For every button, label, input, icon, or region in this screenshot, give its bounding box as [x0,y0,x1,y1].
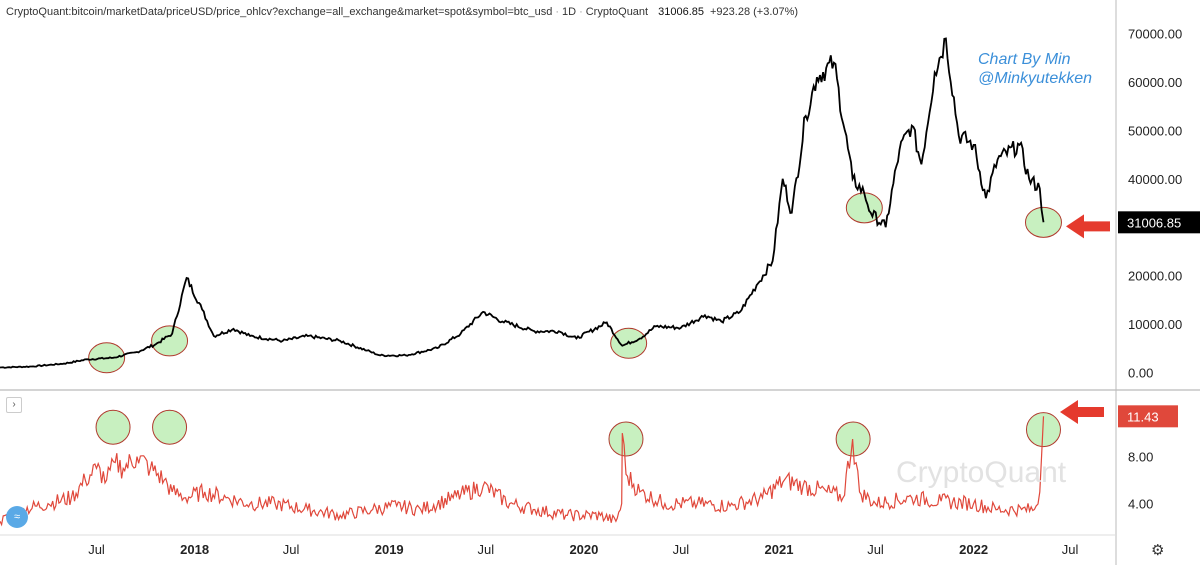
chevron-right-icon[interactable]: › [6,397,22,413]
author-watermark: Chart By Min @Minkyutekken [978,50,1092,88]
price-tick-label: 10000.00 [1128,317,1182,332]
price-tick-label: 50000.00 [1128,123,1182,138]
price-tick-label: 60000.00 [1128,75,1182,90]
time-tick-label: 2020 [569,542,598,557]
gear-icon[interactable]: ⚙ [1151,542,1165,559]
time-tick-label: 2022 [959,542,988,557]
interval-label[interactable]: 1D [562,6,577,18]
last-indicator-label-box [1118,405,1178,428]
highlight-circle-indicator-2 [608,421,644,457]
cryptoquant-watermark: CryptoQuant [896,456,1067,489]
highlight-circle-price-1 [151,325,189,357]
time-tick-label: Jul [477,542,494,557]
time-tick-label: Jul [283,542,300,557]
time-tick-label: Jul [867,542,884,557]
chart-header: CryptoQuant:bitcoin/marketData/priceUSD/… [6,6,799,18]
price-change: +923.28 (+3.07%) [710,6,799,18]
last-price-label: 31006.85 [1127,215,1181,230]
time-tick-label: 2018 [180,542,209,557]
highlight-circle-indicator-1 [152,409,188,445]
time-tick-label: 2021 [765,542,794,557]
last-price: 31006.85 [658,6,704,18]
indicator-tick-label: 4.00 [1128,497,1153,512]
price-tick-label: 20000.00 [1128,269,1182,284]
time-tick-label: Jul [673,542,690,557]
price-tick-label: 70000.00 [1128,27,1182,42]
red-arrow-price [1066,214,1110,239]
highlight-circle-price-4 [1024,206,1062,238]
author-line-1: Chart By Min [978,51,1071,68]
highlight-circle-indicator-0 [95,409,131,445]
time-tick-label: 2019 [375,542,404,557]
price-tick-label: 0.00 [1128,365,1153,380]
last-price-label-box [1118,211,1200,234]
red-arrow-indicator [1060,399,1104,424]
highlight-circle-price-2 [610,327,648,359]
time-tick-label: Jul [88,542,105,557]
price-tick-label: 40000.00 [1128,172,1182,187]
price-series-line [0,37,1045,369]
indicator-series-line [0,416,1045,527]
provider-label: CryptoQuant [585,6,649,18]
tradingview-logo-icon[interactable]: ≈ [6,506,28,528]
highlight-circle-indicator-4 [1025,412,1061,448]
symbol-source: CryptoQuant:bitcoin/marketData/priceUSD/… [6,6,553,18]
last-indicator-label: 11.43 [1127,409,1159,424]
indicator-tick-label: 8.00 [1128,450,1153,465]
author-line-2: @Minkyutekken [978,70,1093,87]
time-tick-label: Jul [1062,542,1079,557]
